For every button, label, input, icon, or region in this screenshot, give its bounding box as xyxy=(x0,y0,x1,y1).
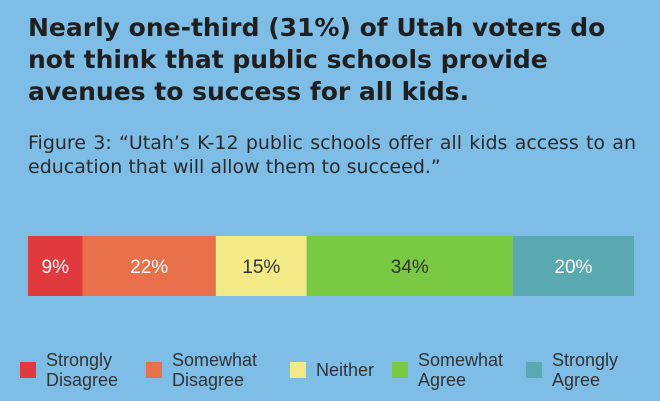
bar-segment-3 xyxy=(215,236,307,296)
bar-segment-4 xyxy=(306,236,513,296)
legend-item-1: Strongly Disagree xyxy=(20,348,118,392)
legend-label: Strongly Disagree xyxy=(46,350,119,390)
bar-segment-5 xyxy=(512,236,634,296)
bar-value-label-3: 15% xyxy=(242,257,280,278)
legend-label: Strongly Agree xyxy=(552,350,619,390)
legend-label: Neither xyxy=(316,360,375,380)
legend-label: Somewhat Agree xyxy=(418,350,504,390)
legend-item-5: Strongly Agree xyxy=(526,348,618,392)
legend-item-3: Neither xyxy=(290,348,374,392)
legend-swatch xyxy=(146,362,162,378)
bar-segment-1 xyxy=(28,236,83,296)
chart-title: Nearly one-third (31%) of Utah voters do… xyxy=(28,13,606,106)
bar-value-label-2: 22% xyxy=(130,257,168,278)
chart-subtitle: Figure 3: “Utah’s K-12 public schools of… xyxy=(28,132,636,178)
legend-label: Somewhat Disagree xyxy=(172,350,258,390)
legend-swatch xyxy=(290,362,306,378)
bar-value-label-5: 20% xyxy=(554,257,592,278)
legend-item-2: Somewhat Disagree xyxy=(146,348,257,392)
bar-segment-2 xyxy=(82,236,216,296)
stacked-bar-chart: 9% 22% 15% 34% 20% xyxy=(28,236,634,296)
bar-value-label-1: 9% xyxy=(42,257,70,278)
legend-swatch xyxy=(392,362,408,378)
legend-item-4: Somewhat Agree xyxy=(392,348,503,392)
bar-value-label-4: 34% xyxy=(391,257,429,278)
legend-swatch xyxy=(526,362,542,378)
legend-swatch xyxy=(20,362,36,378)
chart-legend: Strongly Disagree Somewhat Disagree Neithe… xyxy=(20,348,650,392)
